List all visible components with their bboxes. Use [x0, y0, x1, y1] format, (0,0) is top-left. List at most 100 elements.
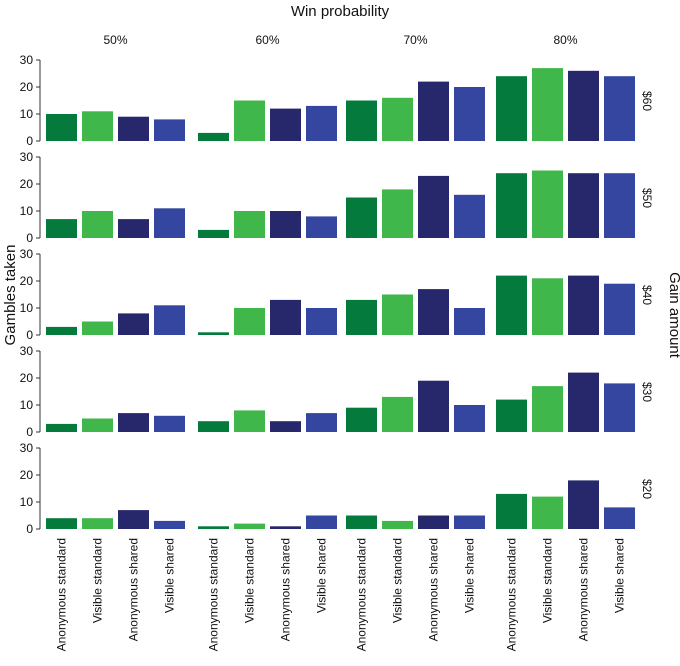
bar-usd60-60pct-1 — [234, 100, 265, 141]
bar-usd50-50pct-3 — [154, 208, 185, 238]
bar-usd30-50pct-2 — [118, 413, 149, 432]
bar-usd50-50pct-1 — [82, 211, 113, 238]
bar-usd40-80pct-0 — [496, 275, 527, 335]
bar-usd50-50pct-2 — [118, 219, 149, 238]
bar-usd50-60pct-0 — [198, 229, 229, 238]
category-label: Visible standard — [391, 538, 405, 623]
bar-usd40-70pct-3 — [454, 308, 485, 335]
y-tick-label: 10 — [20, 107, 34, 121]
category-label: Anonymous shared — [279, 538, 293, 641]
bar-usd20-70pct-2 — [418, 515, 449, 529]
bar-usd20-70pct-0 — [346, 515, 377, 529]
bar-usd20-60pct-2 — [270, 526, 301, 529]
bar-usd40-80pct-3 — [604, 283, 635, 335]
bar-usd60-50pct-0 — [46, 114, 77, 141]
bar-usd60-60pct-3 — [306, 105, 337, 141]
bar-usd30-60pct-1 — [234, 410, 265, 432]
bar-usd20-70pct-1 — [382, 520, 413, 529]
bar-usd30-70pct-0 — [346, 407, 377, 432]
y-tick-label: 10 — [20, 398, 34, 412]
bar-usd50-70pct-3 — [454, 194, 485, 238]
bar-usd20-80pct-2 — [568, 480, 599, 529]
bar-usd50-80pct-2 — [568, 173, 599, 238]
bar-usd50-80pct-3 — [604, 173, 635, 238]
row-label-usd20: $20 — [640, 479, 654, 499]
category-label: Visible standard — [91, 538, 105, 623]
bar-usd20-80pct-0 — [496, 493, 527, 529]
category-label: Visible shared — [163, 538, 177, 613]
bar-usd30-80pct-3 — [604, 383, 635, 432]
bar-usd40-60pct-2 — [270, 299, 301, 335]
y-tick-label: 10 — [20, 204, 34, 218]
bar-usd30-80pct-0 — [496, 399, 527, 432]
bar-usd50-60pct-1 — [234, 211, 265, 238]
row-label-usd40: $40 — [640, 285, 654, 305]
bar-usd40-60pct-0 — [198, 332, 229, 335]
bar-usd30-50pct-3 — [154, 415, 185, 432]
bar-usd30-80pct-2 — [568, 372, 599, 432]
y-axis-title: Gambles taken — [2, 245, 19, 346]
column-label-60pct: 60% — [255, 33, 279, 47]
bar-usd50-80pct-0 — [496, 173, 527, 238]
bar-usd30-80pct-1 — [532, 386, 563, 432]
bar-usd40-70pct-1 — [382, 294, 413, 335]
bar-usd40-50pct-2 — [118, 313, 149, 335]
bar-usd30-60pct-0 — [198, 421, 229, 432]
bar-usd50-70pct-2 — [418, 175, 449, 238]
bar-usd30-50pct-1 — [82, 418, 113, 432]
bar-usd40-50pct-0 — [46, 326, 77, 335]
bar-usd60-80pct-0 — [496, 76, 527, 141]
bar-usd60-50pct-1 — [82, 111, 113, 141]
right-axis-title: Gain amount — [666, 272, 680, 359]
bar-usd30-60pct-3 — [306, 413, 337, 432]
bar-usd20-60pct-3 — [306, 515, 337, 529]
category-label: Anonymous shared — [427, 538, 441, 641]
bar-usd30-60pct-2 — [270, 421, 301, 432]
y-tick-label: 30 — [20, 441, 34, 455]
bar-usd50-70pct-1 — [382, 189, 413, 238]
category-label: Visible shared — [463, 538, 477, 613]
y-tick-label: 20 — [20, 468, 34, 482]
y-tick-label: 0 — [26, 425, 33, 439]
bar-usd60-50pct-2 — [118, 116, 149, 141]
y-tick-label: 20 — [20, 177, 34, 191]
y-tick-label: 10 — [20, 301, 34, 315]
bar-usd20-80pct-1 — [532, 496, 563, 529]
bar-usd50-70pct-0 — [346, 197, 377, 238]
bar-usd20-60pct-0 — [198, 526, 229, 529]
bar-usd20-50pct-0 — [46, 518, 77, 529]
bar-usd30-70pct-3 — [454, 405, 485, 432]
bar-usd40-70pct-0 — [346, 299, 377, 335]
y-tick-label: 30 — [20, 53, 34, 67]
bar-usd60-70pct-2 — [418, 81, 449, 141]
bar-usd60-80pct-1 — [532, 68, 563, 141]
bar-usd20-80pct-3 — [604, 507, 635, 529]
column-label-50pct: 50% — [103, 33, 127, 47]
y-tick-label: 10 — [20, 495, 34, 509]
bar-usd60-80pct-2 — [568, 70, 599, 141]
category-label: Anonymous shared — [127, 538, 141, 641]
y-tick-label: 20 — [20, 371, 34, 385]
category-label: Visible shared — [613, 538, 627, 613]
bar-usd40-50pct-1 — [82, 321, 113, 335]
y-tick-label: 20 — [20, 80, 34, 94]
bar-usd40-50pct-3 — [154, 305, 185, 335]
category-label: Anonymous standard — [55, 538, 69, 651]
bar-usd60-80pct-3 — [604, 76, 635, 141]
category-label: Anonymous shared — [577, 538, 591, 641]
y-tick-label: 30 — [20, 344, 34, 358]
bar-usd50-50pct-0 — [46, 219, 77, 238]
y-tick-label: 30 — [20, 247, 34, 261]
bar-usd60-70pct-1 — [382, 97, 413, 141]
row-label-usd50: $50 — [640, 188, 654, 208]
category-label: Visible shared — [315, 538, 329, 613]
chart-title: Win probability — [291, 3, 390, 20]
row-label-usd30: $30 — [640, 382, 654, 402]
bar-usd60-60pct-2 — [270, 108, 301, 141]
bar-usd40-80pct-2 — [568, 275, 599, 335]
bar-usd20-50pct-2 — [118, 510, 149, 529]
bar-usd40-60pct-3 — [306, 308, 337, 335]
bar-usd30-70pct-1 — [382, 396, 413, 432]
bar-usd20-70pct-3 — [454, 515, 485, 529]
